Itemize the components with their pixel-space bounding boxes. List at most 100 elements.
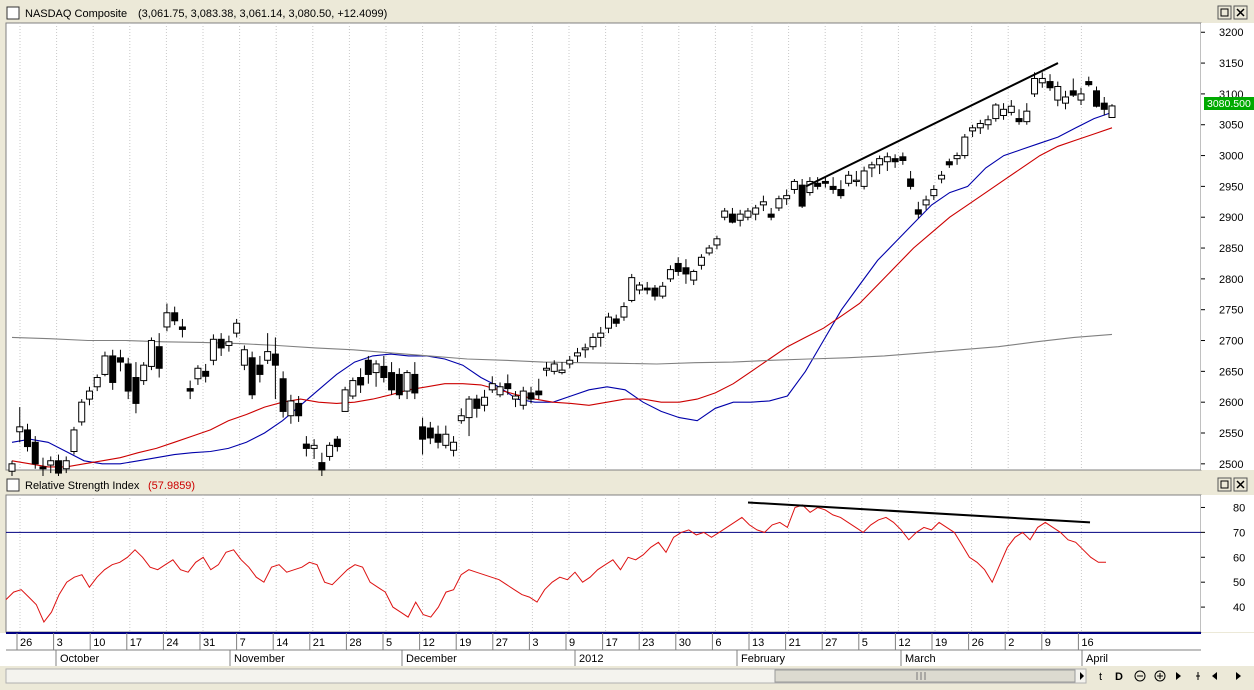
candle-down-body [357,377,365,386]
candle-down-body [535,390,543,396]
candle [395,368,403,400]
scroll-left-icon[interactable] [1212,672,1217,680]
rsi-trendline [747,501,1091,524]
maximize-panel-icon[interactable] [1217,5,1232,20]
candle [217,333,225,356]
step-forward-icon[interactable] [1176,672,1181,680]
zoom-out-icon[interactable] [1134,670,1146,682]
candle [147,337,155,371]
candle-down-body [434,433,442,443]
candle-up-body [635,284,643,291]
panel-menu-icon[interactable] [6,6,20,20]
candle-up-body [194,367,202,380]
candle [814,177,822,190]
candle-up-body [666,269,674,280]
date-tick-label: 6 [715,637,721,649]
candle [388,362,396,395]
candle [744,207,752,221]
period-button-d[interactable]: D [1115,671,1123,683]
candle [728,207,736,224]
candle [31,436,39,469]
period-button-t[interactable]: t [1099,671,1102,683]
candle [620,302,628,321]
candle-up-body [403,372,411,392]
candle-down-body [23,429,31,448]
date-tick-label: 12 [423,637,435,649]
candle [573,347,581,363]
date-tick-label: 9 [569,637,575,649]
candle [938,170,946,184]
candle [845,170,853,187]
scroll-forward-icon[interactable] [1236,672,1241,680]
candle-down-body [411,373,419,394]
price-tick-label: 3050 [1219,120,1243,132]
candle-up-body [550,363,558,372]
candle-up-body [868,164,876,169]
candle [790,178,798,194]
candle-up-body [465,398,473,419]
candle [318,452,326,477]
date-tick-label: 30 [679,637,691,649]
candle-down-body [643,287,651,291]
candle [1069,78,1077,97]
candle [457,408,465,424]
rsi-maximize-icon[interactable] [1217,477,1232,492]
candle-down-body [837,188,845,197]
candle [953,152,961,165]
candle [70,426,78,455]
zoom-in-icon[interactable] [1154,670,1166,682]
candle [240,345,248,371]
candle [713,235,721,250]
candle-up-body [659,285,667,297]
candle [1093,86,1101,108]
candle [426,421,434,445]
candle [39,457,47,478]
price-trendline [805,62,1059,188]
candle [736,209,744,227]
candle-up-body [736,213,744,221]
candle-up-body [225,341,233,346]
scroll-right-icon[interactable] [1080,672,1084,680]
candle [1085,76,1093,87]
candle [829,177,837,194]
date-tick-label: 7 [240,637,246,649]
candle-down-body [39,466,47,470]
candle-down-body [814,182,822,187]
date-tick-label: 5 [862,637,868,649]
candle-up-body [442,433,450,446]
candle [969,124,977,138]
candle-up-body [775,198,783,209]
candle [721,207,729,221]
candle [163,303,171,332]
candle [372,360,380,387]
date-tick-label: 19 [935,637,947,649]
candle [783,189,791,205]
candle [666,265,674,282]
price-tick-label: 2650 [1219,366,1243,378]
price-tick-label: 3150 [1219,58,1243,70]
candle [357,368,365,393]
candle-down-body [1100,102,1108,110]
candle-up-body [372,363,380,374]
candle-down-body [295,402,303,417]
candle-down-body [124,363,132,392]
candle-down-body [1015,118,1023,123]
price-tick-label: 2600 [1219,397,1243,409]
candle [798,178,806,208]
candle-up-body [759,201,767,206]
candle-down-body [674,262,682,272]
candle-up-body [147,340,155,367]
date-tick-label: 10 [93,637,105,649]
rsi-tick-label: 50 [1233,577,1245,589]
candle-up-body [984,119,992,126]
candle [434,425,442,449]
candle [62,456,70,474]
candle-up-body [883,156,891,163]
candle-down-body [891,158,899,163]
candle-down-body [612,318,620,324]
candle-down-body [178,326,186,330]
candle-down-body [271,353,279,366]
candle-up-body [558,369,566,374]
candle [450,436,458,457]
rsi-panel-menu-icon[interactable] [6,478,20,492]
